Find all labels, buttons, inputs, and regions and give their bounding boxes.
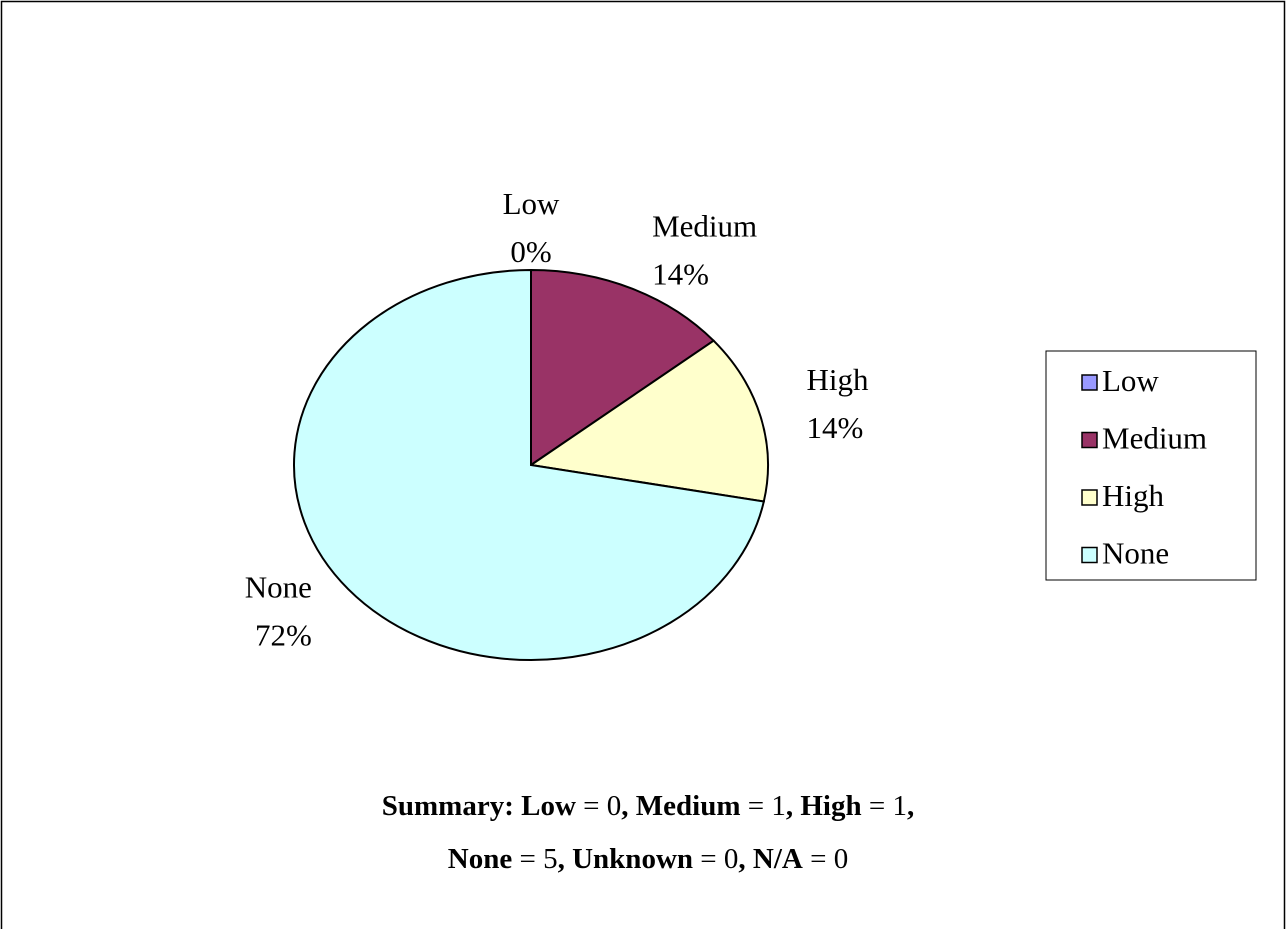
summary-label: None [448, 843, 543, 875]
summary-item: N/A0 [753, 843, 848, 875]
slice-value-label: 14% [652, 256, 709, 291]
slice-label: High [806, 362, 869, 397]
legend-label: High [1102, 478, 1165, 513]
summary-label: Unknown [572, 843, 724, 875]
summary-label: High [800, 790, 892, 822]
legend-label: None [1102, 536, 1169, 571]
summary-count: 5 [543, 843, 558, 875]
summary-count: 0 [606, 790, 622, 822]
pie-slice [530, 268, 716, 467]
summary-count: 0 [723, 843, 739, 875]
slice-label: Medium [652, 208, 757, 243]
slice-value-label: 0% [510, 234, 551, 269]
summary-count: 1 [892, 790, 907, 822]
slice-label: None [245, 569, 312, 604]
summary-item: Unknown0 [572, 843, 753, 875]
slice-value-label: 14% [806, 410, 863, 445]
pie-slice [528, 339, 769, 503]
legend-swatch [1081, 489, 1098, 506]
summary-label: Medium [636, 790, 772, 822]
summary-count: 1 [771, 790, 786, 822]
legend-swatch [1081, 546, 1098, 564]
legend-swatch [1081, 374, 1098, 391]
legend-label: Medium [1102, 421, 1207, 456]
slice-value-label: 72% [255, 617, 312, 652]
legend-swatch [1081, 431, 1098, 449]
summary: Summary:Low0Medium1High1None5Unknown0N/A… [0, 780, 1286, 886]
summary-label: Low [521, 790, 607, 822]
summary-item: None5 [448, 843, 572, 875]
pie-slice [293, 268, 766, 661]
slice-label: Low [503, 186, 560, 221]
legend-label: Low [1102, 363, 1159, 398]
summary-title: Summary: [381, 790, 514, 822]
legend-box [1045, 350, 1257, 581]
summary-label: N/A [753, 843, 834, 875]
summary-count: 0 [833, 843, 849, 875]
